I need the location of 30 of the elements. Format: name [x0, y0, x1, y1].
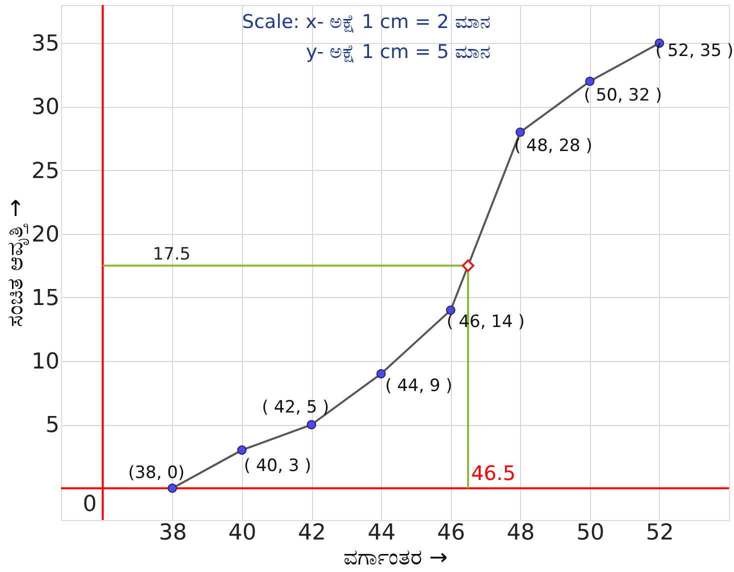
- x-tick-label: 40: [228, 520, 256, 546]
- ref-line-label: 46.5: [471, 461, 516, 486]
- annotation: ( 40, 3 ): [244, 456, 312, 476]
- x-tick-label: 48: [506, 520, 535, 546]
- annotation: 0: [82, 492, 97, 518]
- y-tick-label: 25: [32, 158, 60, 184]
- y-tick-label: 20: [32, 222, 60, 248]
- y-tick-label: 35: [32, 32, 60, 57]
- point: [462, 259, 474, 272]
- x-tick-label: 46: [437, 520, 466, 546]
- annotation: ( 44, 9 ): [385, 376, 452, 396]
- y-tick-label: 10: [32, 350, 60, 375]
- y-axis-title: ಸಂಚಿತ ಆವೃತ್ತಿ →: [4, 198, 30, 328]
- x-tick-label: 38: [158, 520, 187, 546]
- y-tick-label: 15: [32, 286, 60, 311]
- x-tick-label: 50: [576, 520, 604, 546]
- ref-line-label: 17.5: [152, 244, 191, 265]
- annotation: ( 42, 5 ): [262, 398, 330, 418]
- x-tick-label: 42: [298, 520, 326, 546]
- y-tick-label: 5: [46, 413, 60, 438]
- annotation: ( 52, 35 ): [655, 41, 734, 62]
- annotation: y- ಅಕ್ಷೆ 1 cm = 5 ಮಾನ: [306, 41, 491, 63]
- annotation: Scale: x- ಅಕ್ಷೆ 1 cm = 2 ಮಾನ: [242, 11, 491, 33]
- x-tick-label: 52: [646, 520, 674, 546]
- x-axis-title: ವರ್ಗಾಂತರ →: [343, 546, 448, 570]
- annotation: ( 50, 32 ): [584, 85, 662, 106]
- annotation: (38, 0): [128, 463, 185, 484]
- x-tick-label: 44: [368, 520, 396, 546]
- y-tick-label: 30: [32, 95, 60, 120]
- annotation: ( 48, 28 ): [514, 136, 592, 156]
